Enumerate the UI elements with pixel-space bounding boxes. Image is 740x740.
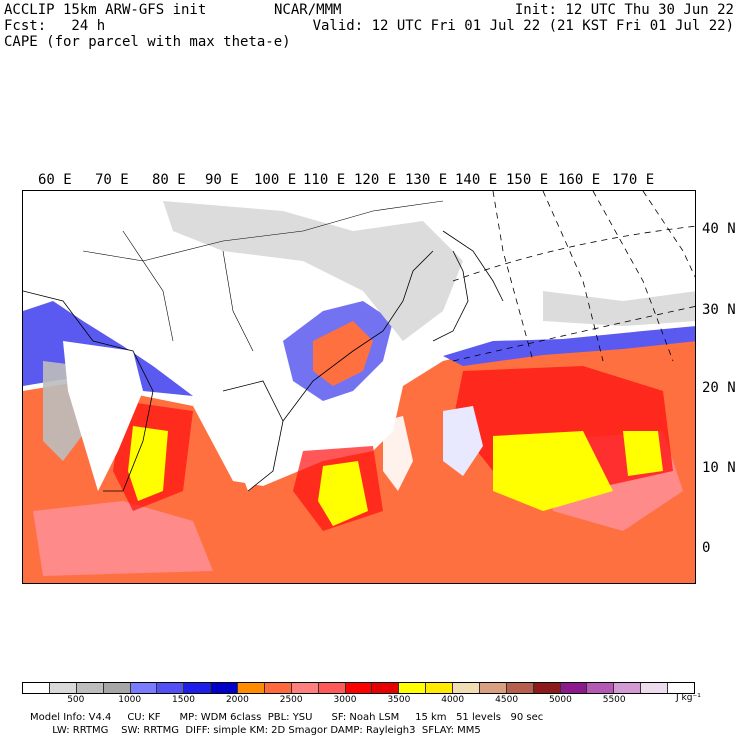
cape-blue-pacific-edge [443,326,695,366]
colorbar-label: 3500 [387,695,411,705]
lon-label: 110 E [303,172,346,188]
lon-label: 100 E [254,172,297,188]
valid-time: Valid: 12 UTC Fri 01 Jul 22 (21 KST Fri … [312,18,734,34]
center-label: NCAR/MMM [274,2,342,18]
country-borders [82,200,444,352]
colorbar-swatch [372,683,400,693]
cape-map [22,190,696,584]
colorbar-swatch [641,683,668,693]
lon-label: 90 E [205,172,239,188]
lon-label: 120 E [354,172,397,188]
forecast-hour: Fcst: 24 h [4,18,106,34]
coastline-japan [432,250,469,342]
field-title: CAPE (for parcel with max theta-e) [4,34,291,50]
lon-label: 150 E [506,172,549,188]
colorbar-label: 5500 [602,695,626,705]
cape-yellow-bengal [128,426,168,501]
colorbar-swatch [587,683,615,693]
graticule [452,191,695,362]
colorbar-swatch [560,683,588,693]
colorbar-label: 3000 [333,695,357,705]
colorbar-swatch [103,683,131,693]
model-info-line2: LW: RRTMG SW: RRTMG DIFF: simple KM: 2D … [30,725,481,736]
colorbar-swatch [426,683,453,693]
colorbar-swatch [614,683,642,693]
colorbar-swatch [318,683,346,693]
colorbar-labels: 500 1000 1500 2000 2500 3000 3500 4000 4… [22,695,695,707]
lat-label: 40 N [702,221,736,237]
colorbar-swatch [211,683,238,693]
colorbar-swatch [533,683,561,693]
cape-gray-ne [543,291,695,326]
colorbar-label: 500 [67,695,85,705]
lon-label: 170 E [612,172,655,188]
model-info-line1: Model Info: V4.4 CU: KF MP: WDM 6class P… [30,712,544,723]
colorbar-swatch [506,683,534,693]
lat-label: 20 N [702,380,736,396]
cape-yellow-pacific [493,431,613,511]
colorbar-unit: J kg⁻¹ [676,693,701,703]
map-svg [23,191,695,583]
colorbar-swatch [291,683,319,693]
colorbar-label: 2500 [279,695,303,705]
colorbar-swatch [668,683,694,693]
colorbar-swatch [264,683,292,693]
land-philippines [383,416,413,491]
land-india [63,341,143,491]
lon-label: 60 E [38,172,72,188]
colorbar-label: 4500 [495,695,519,705]
land-indochina [223,381,283,491]
lat-label: 10 N [702,460,736,476]
colorbar-swatch [130,683,158,693]
lat-label: 30 N [702,302,736,318]
lon-label: 130 E [405,172,448,188]
colorbar-swatch [76,683,104,693]
model-title: ACCLIP 15km ARW-GFS init [4,2,207,18]
colorbar-swatch [184,683,212,693]
land-taiwan-cloud [443,406,483,476]
colorbar-label: 4000 [441,695,465,705]
cape-gray-north [163,201,463,341]
lon-label: 160 E [558,172,601,188]
lat-label: 0 [702,540,711,556]
cape-yellow-scs [318,461,368,526]
longitude-labels: 60 E 70 E 80 E 90 E 100 E 110 E 120 E 13… [0,172,740,190]
colorbar-swatch [479,683,507,693]
colorbar-swatch [453,683,480,693]
init-time: Init: 12 UTC Thu 30 Jun 22 [514,2,734,18]
colorbar-swatch [399,683,427,693]
colorbar-label: 5000 [548,695,572,705]
coastline-asia [23,230,504,492]
cape-yellow-pacific-east [623,431,663,476]
colorbar-swatch [238,683,265,693]
colorbar-swatch [49,683,77,693]
lon-label: 70 E [95,172,129,188]
colorbar [22,682,695,694]
colorbar-swatch [157,683,185,693]
lon-label: 140 E [455,172,498,188]
colorbar-label: 1500 [172,695,195,705]
lon-label: 80 E [152,172,186,188]
colorbar-label: 2000 [225,695,249,705]
colorbar-swatch [23,683,50,693]
cape-pink-west [33,501,213,576]
colorbar-label: 1000 [118,695,142,705]
colorbar-swatch [345,683,373,693]
